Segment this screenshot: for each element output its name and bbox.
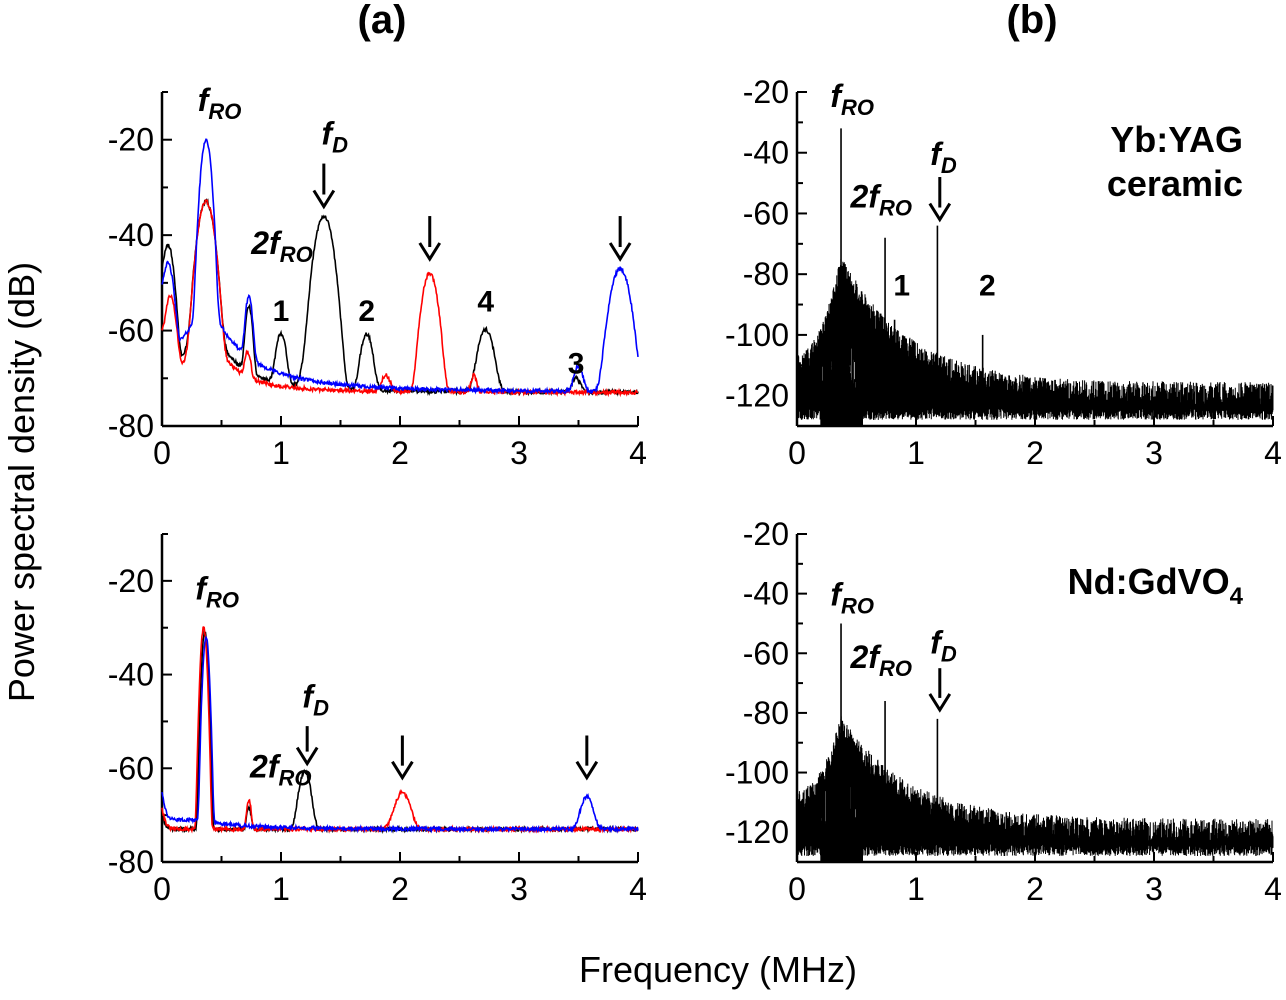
a-bottom-series-black — [161, 630, 639, 835]
b-top-y-tick-label: -40 — [743, 135, 789, 171]
panel-a-bottom-plot: 0 1 2 3 4 -20 -40 -60 -80 fRO fD 2fRO — [108, 533, 647, 907]
a-top-x-tick-label: 0 — [153, 435, 171, 471]
b-top-arrow-fd — [928, 177, 952, 223]
a-top-annotation-n4: 4 — [477, 285, 494, 318]
a-top-y-tick-label: -40 — [108, 217, 154, 253]
b-bottom-annotation-fro: fRO — [830, 577, 874, 619]
b-top-y-tick-label: -80 — [743, 256, 789, 292]
a-top-x-tick-label: 1 — [272, 435, 290, 471]
a-bottom-annotation-two_fro: 2fRO — [249, 749, 311, 791]
b-top-y-tick-label: -60 — [743, 195, 789, 231]
b-bottom-x-tick-label: 4 — [1264, 871, 1282, 907]
b-bottom-annotation-fd: fD — [930, 624, 957, 666]
a-top-arrow-fd — [312, 163, 336, 210]
a-bottom-y-tick-label: -40 — [108, 657, 154, 693]
b-top-x-tick-label: 1 — [907, 435, 925, 471]
y-axis-label: Power spectral density (dB) — [1, 262, 42, 702]
panel-b-title: (b) — [1006, 0, 1057, 42]
b-bottom-y-tick-label: -60 — [743, 635, 789, 671]
panel-b-bottom-plot: 0 1 2 3 4 -20 -40 -60 -80 -100 -120 Nd:GdVO4 fRO 2fRO… — [725, 516, 1282, 907]
b-top-annotation-fro: fRO — [830, 78, 874, 120]
b-bottom-x-tick-label: 3 — [1145, 871, 1163, 907]
b-top-x-tick-label: 3 — [1145, 435, 1163, 471]
b-top-annotation-n1: 1 — [893, 269, 910, 302]
a-bottom-x-tick-label: 3 — [510, 871, 528, 907]
b-bottom-x-tick-label: 0 — [788, 871, 806, 907]
a-bottom-annotation-fd: fD — [302, 678, 329, 720]
b-top-noise-spectrum — [796, 258, 1274, 426]
a-bottom-y-tick-label: -80 — [108, 844, 154, 880]
a-bottom-series-red — [161, 626, 639, 835]
b-top-y-tick-label: -20 — [743, 74, 789, 110]
a-bottom-arrow-fd — [295, 726, 319, 767]
b-bottom-y-tick-label: -20 — [743, 516, 789, 552]
a-top-annotation-n1: 1 — [273, 295, 290, 328]
a-bottom-y-tick-label: -60 — [108, 750, 154, 786]
b-bottom-arrow-fd — [928, 668, 952, 713]
b-top-noise-inner — [820, 319, 863, 426]
b-bottom-y-tick-label: -120 — [725, 814, 789, 850]
b-bottom-y-tick-label: -100 — [725, 755, 789, 791]
b-top-y-tick-label: -100 — [725, 317, 789, 353]
a-top-annotation-fd: fD — [321, 115, 348, 157]
b-bottom-x-tick-label: 1 — [907, 871, 925, 907]
b-top-y-tick-label: -120 — [725, 378, 789, 414]
a-bottom-x-tick-label: 0 — [153, 871, 171, 907]
panel-a-title: (a) — [358, 0, 407, 42]
b-top-material-label: Yb:YAG — [1110, 119, 1243, 160]
a-top-annotation-n3: 3 — [568, 348, 585, 381]
a-top-y-tick-label: -20 — [108, 122, 154, 158]
b-top-x-tick-label: 0 — [788, 435, 806, 471]
a-top-arrow-arrow_red — [418, 216, 442, 262]
a-top-annotation-fro: fRO — [198, 82, 242, 124]
b-bottom-y-tick-label: -80 — [743, 695, 789, 731]
a-bottom-series-blue — [161, 635, 639, 834]
b-bottom-y-tick-label: -40 — [743, 576, 789, 612]
a-bottom-annotation-fro: fRO — [195, 571, 239, 613]
a-top-series-red — [161, 199, 639, 398]
a-top-series-blue — [161, 138, 639, 396]
a-bottom-arrow-arrow_blue — [575, 735, 599, 781]
panel-a-top-plot: 0 1 2 3 4 -20 -40 -60 -80 fRO fD 2fRO 1 2 4 3 — [108, 82, 647, 471]
b-top-annotation-n2: 2 — [979, 269, 996, 302]
b-bottom-material-label: Nd:GdVO4 — [1068, 561, 1244, 610]
a-top-annotation-n2: 2 — [358, 295, 375, 328]
a-top-x-tick-label: 2 — [391, 435, 409, 471]
a-bottom-arrow-arrow_red — [391, 735, 414, 781]
a-top-y-tick-label: -80 — [108, 408, 154, 444]
a-top-x-tick-label: 3 — [510, 435, 528, 471]
x-axis-label: Frequency (MHz) — [579, 949, 857, 990]
b-top-x-tick-label: 4 — [1264, 435, 1282, 471]
a-top-x-tick-label: 4 — [629, 435, 647, 471]
b-top-annotation-fd: fD — [930, 136, 957, 178]
a-top-series-black — [161, 197, 639, 397]
b-top-material-label-line2: ceramic — [1107, 163, 1243, 204]
a-top-y-tick-label: -60 — [108, 313, 154, 349]
a-bottom-x-tick-label: 1 — [272, 871, 290, 907]
b-bottom-x-tick-label: 2 — [1026, 871, 1044, 907]
a-bottom-x-tick-label: 4 — [629, 871, 647, 907]
a-top-arrow-arrow_blue — [608, 216, 632, 262]
a-top-annotation-two_fro: 2fRO — [250, 225, 312, 267]
b-bottom-annotation-two_fro: 2fRO — [850, 639, 912, 681]
b-bottom-noise-spectrum — [796, 716, 1274, 862]
a-bottom-y-tick-label: -20 — [108, 563, 154, 599]
a-bottom-x-tick-label: 2 — [391, 871, 409, 907]
b-top-x-tick-label: 2 — [1026, 435, 1044, 471]
b-top-annotation-two_fro: 2fRO — [850, 178, 912, 220]
b-bottom-noise-inner — [820, 757, 863, 862]
